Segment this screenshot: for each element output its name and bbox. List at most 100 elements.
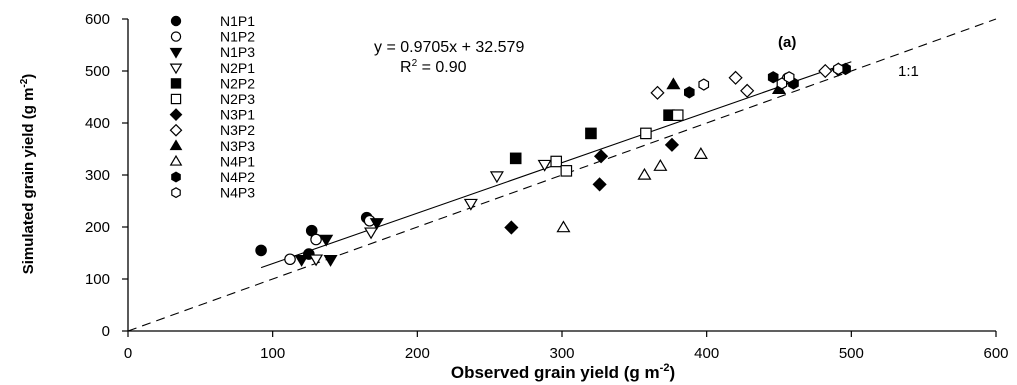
y-tick-label: 300 <box>85 167 110 184</box>
data-point <box>294 255 309 267</box>
legend-item: N3P2 <box>169 122 255 138</box>
series-n2p1 <box>309 159 552 267</box>
series-n3p2 <box>650 62 846 100</box>
data-point <box>560 165 573 177</box>
legend-marker <box>171 171 181 183</box>
data-point <box>556 220 571 233</box>
legend: N1P1N1P2N1P3N2P1N2P2N2P3N3P1N3P2N3P3N4P1… <box>169 13 255 201</box>
data-point <box>364 227 379 240</box>
legend-marker <box>169 108 183 121</box>
legend-label: N4P3 <box>220 185 255 201</box>
data-point <box>783 71 795 84</box>
data-point <box>310 233 322 246</box>
x-tick-label: 600 <box>983 345 1008 362</box>
legend-marker <box>169 154 183 166</box>
legend-label: N3P3 <box>220 138 255 154</box>
legend-label: N1P3 <box>220 44 255 60</box>
data-point <box>666 77 681 90</box>
legend-marker <box>169 47 183 59</box>
y-tick-label: 400 <box>85 115 110 132</box>
x-tick-label: 300 <box>549 345 574 362</box>
data-point <box>255 244 267 257</box>
legend-item: N1P3 <box>169 44 255 60</box>
series-n2p3 <box>550 109 684 177</box>
legend-item: N3P3 <box>169 138 255 154</box>
legend-marker <box>169 123 183 137</box>
legend-label: N1P2 <box>220 29 255 45</box>
legend-label: N3P1 <box>220 107 255 123</box>
legend-label: N4P2 <box>220 169 255 185</box>
one-to-one-label: 1:1 <box>898 63 919 80</box>
data-point <box>640 127 652 140</box>
data-point <box>832 62 844 76</box>
series-n1p3 <box>294 218 384 267</box>
legend-marker <box>170 78 182 89</box>
data-point <box>463 198 478 211</box>
x-tick-label: 500 <box>839 345 864 362</box>
data-point <box>537 159 552 172</box>
legend-label: N3P2 <box>220 122 255 138</box>
legend-item: N4P2 <box>171 169 255 185</box>
legend-marker <box>169 139 183 151</box>
regression-equation: y = 0.9705x + 32.579 <box>374 39 524 56</box>
data-point <box>319 234 334 247</box>
x-axis-title: Observed grain yield (g m-2) <box>451 362 675 382</box>
data-point <box>671 109 684 121</box>
legend-item: N3P1 <box>169 107 255 123</box>
data-point <box>693 147 708 159</box>
r-squared-label: R2 = 0.90 <box>400 58 467 76</box>
data-point <box>698 78 710 91</box>
data-point <box>585 127 597 140</box>
data-point <box>818 63 833 79</box>
y-tick-label: 500 <box>85 63 110 80</box>
legend-marker <box>169 63 183 75</box>
data-point <box>664 137 680 152</box>
data-point <box>323 255 338 267</box>
series-n3p3 <box>666 77 787 94</box>
data-point <box>509 152 522 165</box>
legend-marker <box>171 187 181 199</box>
y-tick-label: 200 <box>85 219 110 236</box>
data-point <box>550 155 563 168</box>
data-point <box>592 177 607 192</box>
y-axis-title: Simulated grain yield (g m-2) <box>19 74 37 275</box>
data-point <box>650 85 665 100</box>
data-point <box>309 254 324 267</box>
legend-label: N2P1 <box>220 60 255 76</box>
x-tick-label: 200 <box>405 345 430 362</box>
legend-item: N4P3 <box>171 185 255 201</box>
data-point <box>284 253 296 266</box>
y-tick-label: 0 <box>102 323 110 340</box>
data-point <box>728 70 743 85</box>
series-n1p2 <box>284 72 794 266</box>
panel-label: (a) <box>778 34 796 51</box>
legend-label: N4P1 <box>220 153 255 169</box>
y-tick-label: 600 <box>85 11 110 28</box>
legend-item: N1P2 <box>170 29 255 45</box>
legend-item: N2P1 <box>169 60 255 76</box>
x-tick-label: 0 <box>124 345 132 362</box>
legend-marker <box>170 31 182 42</box>
legend-item: N2P3 <box>170 91 255 107</box>
data-point <box>767 71 779 84</box>
series-n4p3 <box>698 62 844 91</box>
legend-label: N1P1 <box>220 13 255 29</box>
data-point <box>637 167 652 180</box>
legend-label: N2P2 <box>220 75 255 91</box>
one-to-one-line <box>127 18 997 332</box>
legend-item: N1P1 <box>170 13 255 29</box>
y-tick-label: 100 <box>85 271 110 288</box>
x-tick-label: 400 <box>694 345 719 362</box>
legend-item: N2P2 <box>170 75 255 91</box>
series-n2p2 <box>509 109 675 165</box>
data-point <box>504 220 519 235</box>
data-point <box>740 83 755 98</box>
axes: 0 100 200 300 400 500 600 0 100 200 300 400 500 600 <box>85 11 1009 362</box>
legend-marker <box>170 93 182 105</box>
series-n3p1 <box>504 137 680 235</box>
data-point <box>369 218 384 231</box>
data-point <box>683 86 695 99</box>
data-point <box>593 149 609 164</box>
x-tick-label: 100 <box>260 345 285 362</box>
